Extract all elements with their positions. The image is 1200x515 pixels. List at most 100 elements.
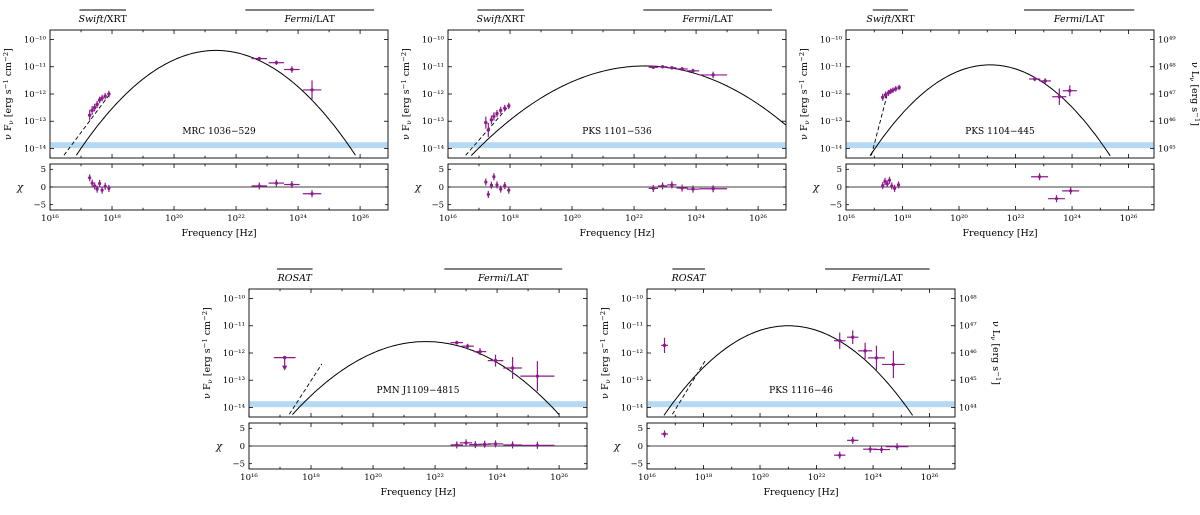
chi-data-point [510, 443, 515, 447]
chi-data-point [893, 186, 897, 191]
lat-data-point [290, 67, 294, 72]
y-tick-label: 10⁻¹⁴ [621, 403, 644, 413]
xray-data-point [107, 92, 111, 96]
right-tick-label: 10⁴⁷ [1158, 90, 1176, 100]
xray-data-point [883, 93, 888, 97]
lat-data-point [455, 340, 459, 345]
chi-data-point [680, 186, 684, 190]
chi-axis-title: χ [16, 182, 24, 194]
chi-tick-label: −5 [630, 459, 643, 469]
y-tick-label: 10⁻¹⁰ [422, 35, 445, 45]
x-tick-label: 10²⁶ [749, 214, 767, 224]
lat-data-point [874, 356, 879, 360]
y-tick-label: 10⁻¹¹ [621, 322, 643, 332]
x-tick-label: 10²⁴ [687, 214, 705, 224]
xray-extrapolation-dashed-line [672, 360, 706, 415]
chi-data-point [890, 184, 894, 188]
lat-data-point [1068, 89, 1072, 93]
sensitivity-band [448, 142, 786, 149]
y-axis-title: ν Fν [erg s−1 cm−2] [201, 307, 214, 399]
source-name-label: PMN J1109−4815 [377, 386, 460, 396]
source-name-label: PKS 1104−445 [965, 127, 1035, 137]
chi-data-point [257, 184, 261, 188]
xray-data-point [492, 114, 496, 119]
lat-data-point [257, 56, 262, 61]
lat-data-point [838, 339, 842, 343]
chi-data-point [274, 181, 278, 185]
y-tick-label: 10⁻¹² [24, 90, 46, 100]
lat-data-point [274, 60, 279, 65]
lat-data-point [535, 374, 540, 378]
instrument-label: Fermi/LAT [681, 14, 733, 25]
instrument-label: Swift/XRT [477, 14, 526, 25]
panel-pks-1101-536: 10¹⁶ 10¹⁸ 10²⁰ 10²² 10²⁴ 10²⁶ 10⁻¹⁰ 10⁻¹¹ 10⁻¹² 1… [398, 0, 796, 256]
x-tick-label: 10²² [808, 473, 826, 483]
instrument-label: Fermi/LAT [477, 273, 529, 284]
chi-data-point [883, 179, 887, 183]
instrument-label: Swift/XRT [79, 14, 128, 25]
lat-data-point [1043, 79, 1047, 83]
y-tick-label: 10⁻¹³ [422, 117, 444, 127]
source-name-label: PKS 1101−536 [582, 127, 652, 137]
xray-data-point [92, 105, 97, 110]
right-tick-label: 10⁴⁸ [959, 294, 977, 304]
xray-data-point [881, 95, 885, 99]
xray-data-point [90, 108, 94, 113]
x-tick-label: 10²⁰ [165, 214, 183, 224]
y-tick-label: 10⁻¹² [223, 349, 245, 359]
lat-data-point [851, 335, 855, 339]
xray-data-point [489, 118, 494, 122]
chi-data-point [310, 192, 314, 196]
xray-extrapolation-dashed-line [288, 363, 323, 415]
chi-data-point [107, 186, 111, 191]
main-plot-frame [447, 29, 787, 159]
chi-data-point [881, 183, 885, 188]
y-tick-label: 10⁻¹² [621, 349, 643, 359]
chi-data-point [670, 183, 674, 187]
chi-tick-label: 5 [439, 165, 444, 175]
instrument-label: Fermi/LAT [283, 14, 335, 25]
x-tick-label: 10¹⁶ [240, 473, 258, 483]
right-axis-title: ν Lν [erg s−1] [989, 321, 1001, 385]
x-tick-label: 10²⁶ [351, 214, 369, 224]
xray-data-point [507, 104, 511, 108]
sed-model-curve [470, 65, 787, 156]
xray-data-point [662, 343, 667, 348]
chi-data-point [483, 442, 487, 446]
chi-tick-label: −5 [829, 200, 842, 210]
x-tick-label: 10²⁰ [563, 214, 581, 224]
sensitivity-band [647, 401, 955, 408]
x-tick-label: 10¹⁸ [302, 473, 320, 483]
x-tick-label: 10²⁶ [550, 473, 568, 483]
chi-data-point [651, 186, 655, 191]
y-tick-label: 10⁻¹³ [24, 117, 46, 127]
chi-data-point [887, 178, 892, 182]
chi-data-point [895, 445, 899, 449]
y-tick-label: 10⁻¹⁰ [621, 294, 644, 304]
chi-data-point [486, 192, 490, 197]
chi-tick-label: −5 [33, 200, 46, 210]
right-tick-label: 10⁴⁶ [959, 349, 977, 359]
lat-data-point [310, 88, 314, 92]
lat-data-point [510, 366, 515, 370]
lat-data-point [478, 349, 482, 354]
xray-data-point [484, 120, 488, 125]
y-tick-label: 10⁻¹¹ [24, 63, 46, 73]
y-axis-title: ν Fν [erg s−1 cm−2] [400, 48, 413, 140]
x-tick-label: 10²² [625, 214, 643, 224]
lat-data-point [493, 358, 498, 363]
chi-tick-label: 5 [638, 424, 643, 434]
right-axis-title: ν Lν [erg s−1] [1188, 62, 1200, 126]
instrument-label: ROSAT [671, 273, 707, 284]
xray-data-point [95, 102, 99, 107]
x-tick-label: 10¹⁶ [638, 473, 656, 483]
sensitivity-band [846, 142, 1154, 149]
chi-axis-title: χ [414, 182, 422, 194]
x-tick-label: 10¹⁸ [894, 214, 912, 224]
x-tick-label: 10²² [227, 214, 245, 224]
xray-data-point [103, 94, 107, 98]
xray-data-point [891, 88, 895, 92]
right-tick-label: 10⁴⁸ [1158, 63, 1176, 73]
chi-tick-label: 0 [638, 442, 643, 452]
y-tick-label: 10⁻¹³ [621, 376, 643, 386]
